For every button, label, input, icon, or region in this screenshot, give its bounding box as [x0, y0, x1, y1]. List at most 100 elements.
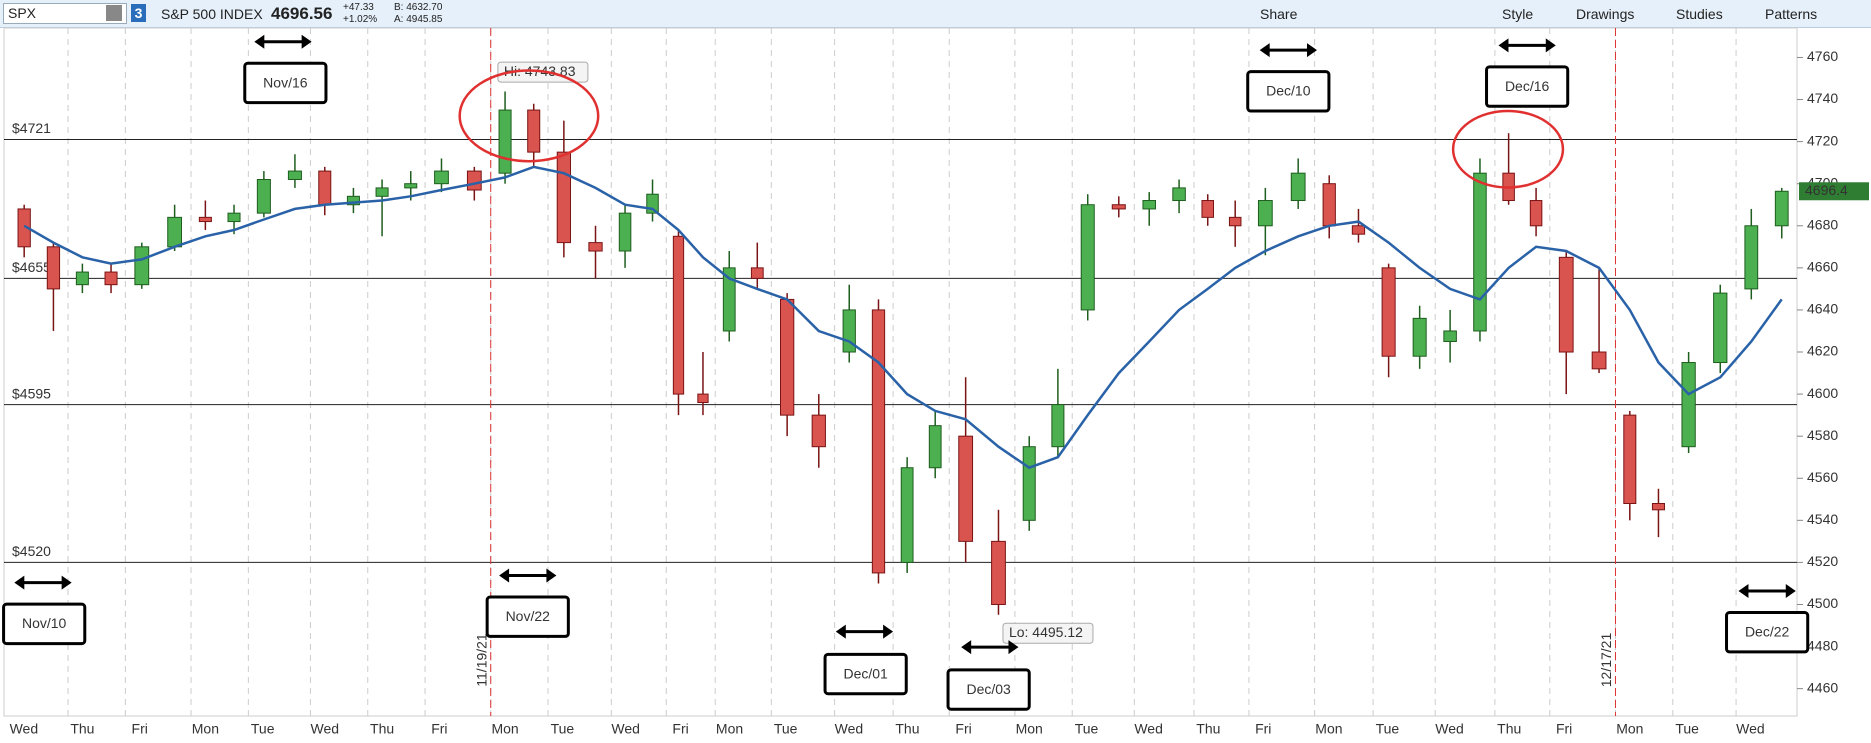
candle-body [1172, 187, 1186, 202]
candle-body [1022, 446, 1036, 521]
candle-body [1381, 267, 1396, 357]
candle-body [46, 246, 61, 290]
annotation-label: Dec/10 [1266, 83, 1311, 99]
x-tick-label: Fri [955, 721, 971, 737]
level-label: $4721 [12, 120, 51, 136]
annotation-label: Dec/16 [1505, 78, 1550, 94]
symbol-name: S&P 500 INDEX [161, 6, 263, 22]
x-tick-label: Tue [551, 721, 575, 737]
price-callout-label: Lo: 4495.12 [1009, 624, 1083, 640]
change: +47.33 [343, 2, 374, 13]
y-tick-label: 4560 [1807, 469, 1838, 485]
y-tick-label: 4660 [1807, 259, 1838, 275]
annotation-box [823, 652, 908, 696]
candle-body [1322, 183, 1336, 227]
candle-body [672, 235, 685, 395]
patterns-button[interactable]: Patterns [1765, 6, 1818, 22]
candle-body [375, 187, 389, 197]
last-price: 4696.56 [271, 4, 333, 23]
ask: A: 4945.85 [394, 14, 443, 25]
candle-body [318, 170, 332, 206]
candle-body [1623, 414, 1637, 504]
dropdown[interactable] [106, 5, 122, 21]
x-tick-label: Wed [835, 721, 864, 737]
x-tick-label: Thu [370, 721, 394, 737]
y-tick-label: 4760 [1807, 48, 1838, 64]
x-tick-label: Fri [431, 721, 447, 737]
x-tick-label: Mon [1315, 721, 1342, 737]
highlight-ellipse [458, 69, 600, 163]
marker-label: 11/19/21 [473, 633, 489, 687]
candle-body [1774, 190, 1789, 227]
x-tick-label: Tue [1075, 721, 1099, 737]
candle-body [1201, 200, 1214, 218]
price-callout [1002, 622, 1094, 644]
y-tick-label: 4580 [1807, 427, 1838, 443]
x-tick-label: Wed [10, 721, 39, 737]
level-label: $4520 [12, 543, 51, 559]
x-tick-label: Tue [1675, 721, 1699, 737]
candle-body [646, 193, 659, 214]
y-tick-label: 4540 [1807, 511, 1838, 527]
candle-body [287, 170, 302, 180]
candle-body [498, 109, 512, 174]
candle-body [1744, 225, 1759, 290]
candle-body [1591, 351, 1607, 370]
candle-body [1051, 404, 1065, 448]
x-tick-label: Fri [672, 721, 688, 737]
symbol-input[interactable]: SPX [3, 3, 127, 24]
annotation-box [946, 668, 1031, 711]
candle-body [167, 216, 183, 248]
share-button[interactable]: Share [1260, 6, 1298, 22]
moving-average [23, 165, 1783, 470]
candle-body [17, 208, 31, 248]
annotation-label: Dec/01 [843, 665, 888, 681]
candle-body [1111, 204, 1126, 210]
candle-body [198, 216, 212, 223]
x-tick-label: Tue [1376, 721, 1400, 737]
candle-body [75, 271, 89, 286]
y-tick-label: 4460 [1807, 679, 1838, 695]
candle-body [722, 267, 736, 332]
x-tick-label: Fri [1556, 721, 1572, 737]
toolbar: SPX 3 S&P 500 INDEX 4696.56 +47.33 +1.02… [0, 0, 1871, 28]
x-tick-label: Mon [1016, 721, 1043, 737]
x-tick-label: Tue [251, 721, 275, 737]
candle-body [1443, 330, 1457, 342]
x-tick-label: Wed [1134, 721, 1163, 737]
badge[interactable]: 3 [131, 4, 146, 22]
y-tick-label: 4480 [1807, 637, 1838, 653]
candle-body [466, 170, 482, 191]
annotation-box [2, 602, 87, 646]
annotation-box [243, 61, 328, 105]
drawings-button[interactable]: Drawings [1576, 6, 1635, 22]
y-tick-label: 4720 [1807, 132, 1838, 148]
x-tick-label: Thu [1196, 721, 1220, 737]
x-tick-label: Mon [716, 721, 743, 737]
candle-body [1558, 256, 1574, 353]
annotation-box [1485, 65, 1570, 108]
x-tick-label: Wed [1736, 721, 1765, 737]
candle-body [588, 242, 603, 252]
x-tick-label: Tue [774, 721, 798, 737]
candle-body [1142, 200, 1156, 210]
x-tick-label: Fri [1255, 721, 1271, 737]
x-tick-label: Wed [1435, 721, 1464, 737]
candle-body [811, 414, 826, 448]
candle-body [750, 267, 764, 279]
candle-body [958, 435, 974, 542]
candle-body [697, 393, 709, 404]
candle-body [1290, 172, 1306, 202]
bid: B: 4632.70 [394, 2, 443, 13]
x-tick-label: Thu [1497, 721, 1521, 737]
highlight-ellipse [1451, 109, 1565, 189]
candle-body [1228, 216, 1242, 227]
level-label: $4595 [12, 385, 51, 401]
studies-button[interactable]: Studies [1676, 6, 1723, 22]
change-pct: +1.02% [343, 14, 378, 25]
style-button[interactable]: Style [1502, 6, 1534, 22]
x-tick-label: Fri [132, 721, 148, 737]
x-tick-label: Wed [310, 721, 339, 737]
